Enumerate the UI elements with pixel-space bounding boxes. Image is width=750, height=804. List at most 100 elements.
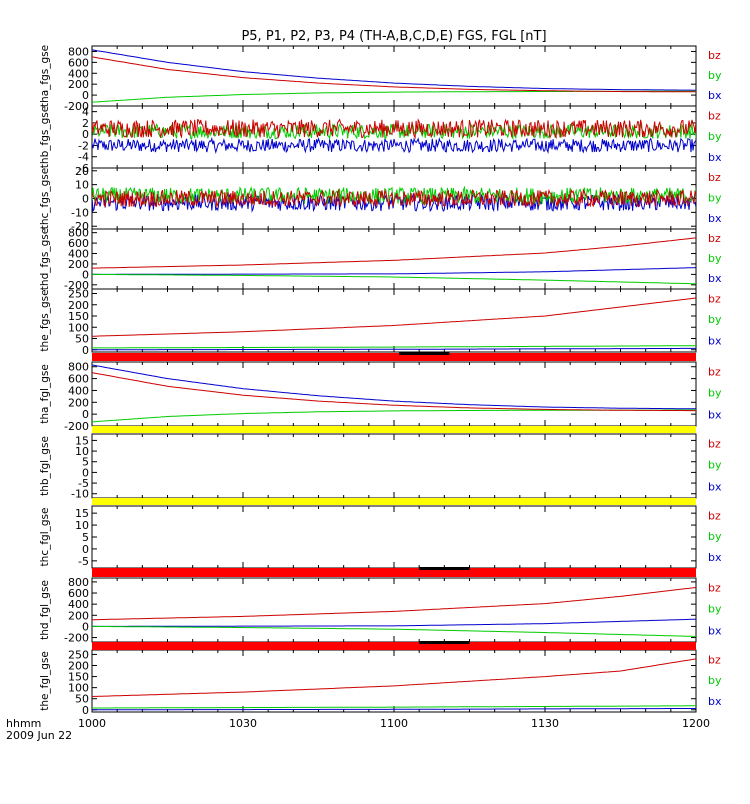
y-tick-label: 0 xyxy=(82,704,89,717)
series-group xyxy=(92,658,696,711)
y-tick-label: 0 xyxy=(82,408,89,421)
y-tick-label: 15 xyxy=(75,434,89,447)
y-tick-label: 0 xyxy=(82,128,89,141)
flag-bars-group xyxy=(92,352,696,650)
series-line-bz xyxy=(92,372,696,412)
y-tick-label: -2 xyxy=(78,139,89,152)
y-axis-label: the_fgl_gse xyxy=(39,651,51,711)
series-group xyxy=(92,237,696,285)
series-line-by xyxy=(92,705,696,709)
y-tick-label: -4 xyxy=(78,151,89,164)
series-line-bz xyxy=(92,587,696,621)
y-tick-label: 400 xyxy=(68,248,89,261)
series-group xyxy=(92,49,696,103)
y-tick-label: -6 xyxy=(78,162,89,175)
y-tick-label: -20 xyxy=(71,220,89,233)
y-tick-label: 5 xyxy=(82,531,89,544)
y-axis-label: the_fgs_gse xyxy=(39,289,51,351)
y-tick-label: 4 xyxy=(82,106,89,119)
y-tick-label: 800 xyxy=(68,361,89,374)
y-tick-label: 0 xyxy=(82,466,89,479)
legend-by: by xyxy=(708,387,722,400)
y-tick-label: 200 xyxy=(68,299,89,312)
y-tick-label: 250 xyxy=(68,288,89,301)
legend-bz: bz xyxy=(708,49,721,62)
legend-bx: bx xyxy=(708,408,722,421)
legend-bx: bx xyxy=(708,551,722,564)
y-tick-label: 200 xyxy=(68,609,89,622)
panel-frame xyxy=(91,649,697,713)
y-tick-label: 150 xyxy=(68,310,89,323)
series-group xyxy=(92,587,696,637)
legend-bx: bx xyxy=(708,212,722,225)
y-tick-label: 50 xyxy=(75,333,89,346)
series-line-by xyxy=(92,625,696,637)
series-group xyxy=(92,297,696,351)
y-tick-label: 600 xyxy=(68,587,89,600)
legend-bz: bz xyxy=(708,232,721,245)
y-tick-label: -10 xyxy=(71,488,89,501)
y-tick-label: 10 xyxy=(75,519,89,532)
series-line-bx xyxy=(92,49,696,91)
legend-bz: bz xyxy=(708,366,721,379)
panel-frame xyxy=(91,433,697,499)
legend-bx: bx xyxy=(708,89,722,102)
time-tick-label: 1100 xyxy=(380,717,408,730)
y-axis-label: thb_fgl_gse xyxy=(39,436,51,496)
flag-bar-black-segment xyxy=(419,567,470,570)
y-axis-label: thd_fgl_gse xyxy=(39,580,51,640)
series-line-bz xyxy=(92,237,696,269)
series-line-bx xyxy=(92,267,696,275)
legend-bx: bx xyxy=(708,480,722,493)
series-line-bz xyxy=(92,188,696,208)
y-tick-label: 10 xyxy=(75,445,89,458)
legend-bx: bx xyxy=(708,624,722,637)
time-axis: 1000 1030 1100 1130 1200 xyxy=(78,717,710,730)
y-tick-label: 100 xyxy=(68,321,89,334)
series-line-bx xyxy=(92,364,696,410)
series-line-bx xyxy=(92,136,696,154)
y-tick-label: 800 xyxy=(68,227,89,240)
panel-frame xyxy=(91,505,697,569)
legend-by: by xyxy=(708,69,722,82)
legend-by: by xyxy=(708,530,722,543)
legend-bz: bz xyxy=(708,438,721,451)
legend-bx: bx xyxy=(708,335,722,348)
legend-bz: bz xyxy=(708,653,721,666)
y-axis-label: tha_fgl_gse xyxy=(39,364,51,424)
y-tick-label: 200 xyxy=(68,258,89,271)
time-axis-label-hhmm: hhmm xyxy=(6,717,41,730)
y-tick-label: -200 xyxy=(64,632,89,645)
y-tick-label: 0 xyxy=(82,543,89,556)
time-tick-label: 1200 xyxy=(682,717,710,730)
flag-bar-black-segment xyxy=(399,352,450,355)
y-tick-label: -200 xyxy=(64,279,89,292)
y-tick-label: 600 xyxy=(68,373,89,386)
y-tick-label: -5 xyxy=(78,555,89,568)
time-tick-label: 1030 xyxy=(229,717,257,730)
legend-bx: bx xyxy=(708,272,722,285)
series-line-bz xyxy=(92,118,696,140)
y-tick-label: 10 xyxy=(75,179,89,192)
legend-by: by xyxy=(708,459,722,472)
y-tick-label: 200 xyxy=(68,78,89,91)
flag-bar-black-segment xyxy=(419,641,470,644)
series-group xyxy=(92,118,696,154)
series-line-bz xyxy=(92,658,696,697)
series-line-by xyxy=(92,122,696,140)
flag-bar-red xyxy=(92,642,696,650)
legend-bz: bz xyxy=(708,582,721,595)
series-line-bz xyxy=(92,297,696,337)
legend-by: by xyxy=(708,130,722,143)
y-axis-label: tha_fgs_gse xyxy=(39,45,51,107)
y-axis-label: thd_fgs_gse xyxy=(39,228,51,290)
y-tick-label: 5 xyxy=(82,456,89,469)
y-tick-label: -5 xyxy=(78,477,89,490)
time-axis-label-date: 2009 Jun 22 xyxy=(6,729,72,742)
